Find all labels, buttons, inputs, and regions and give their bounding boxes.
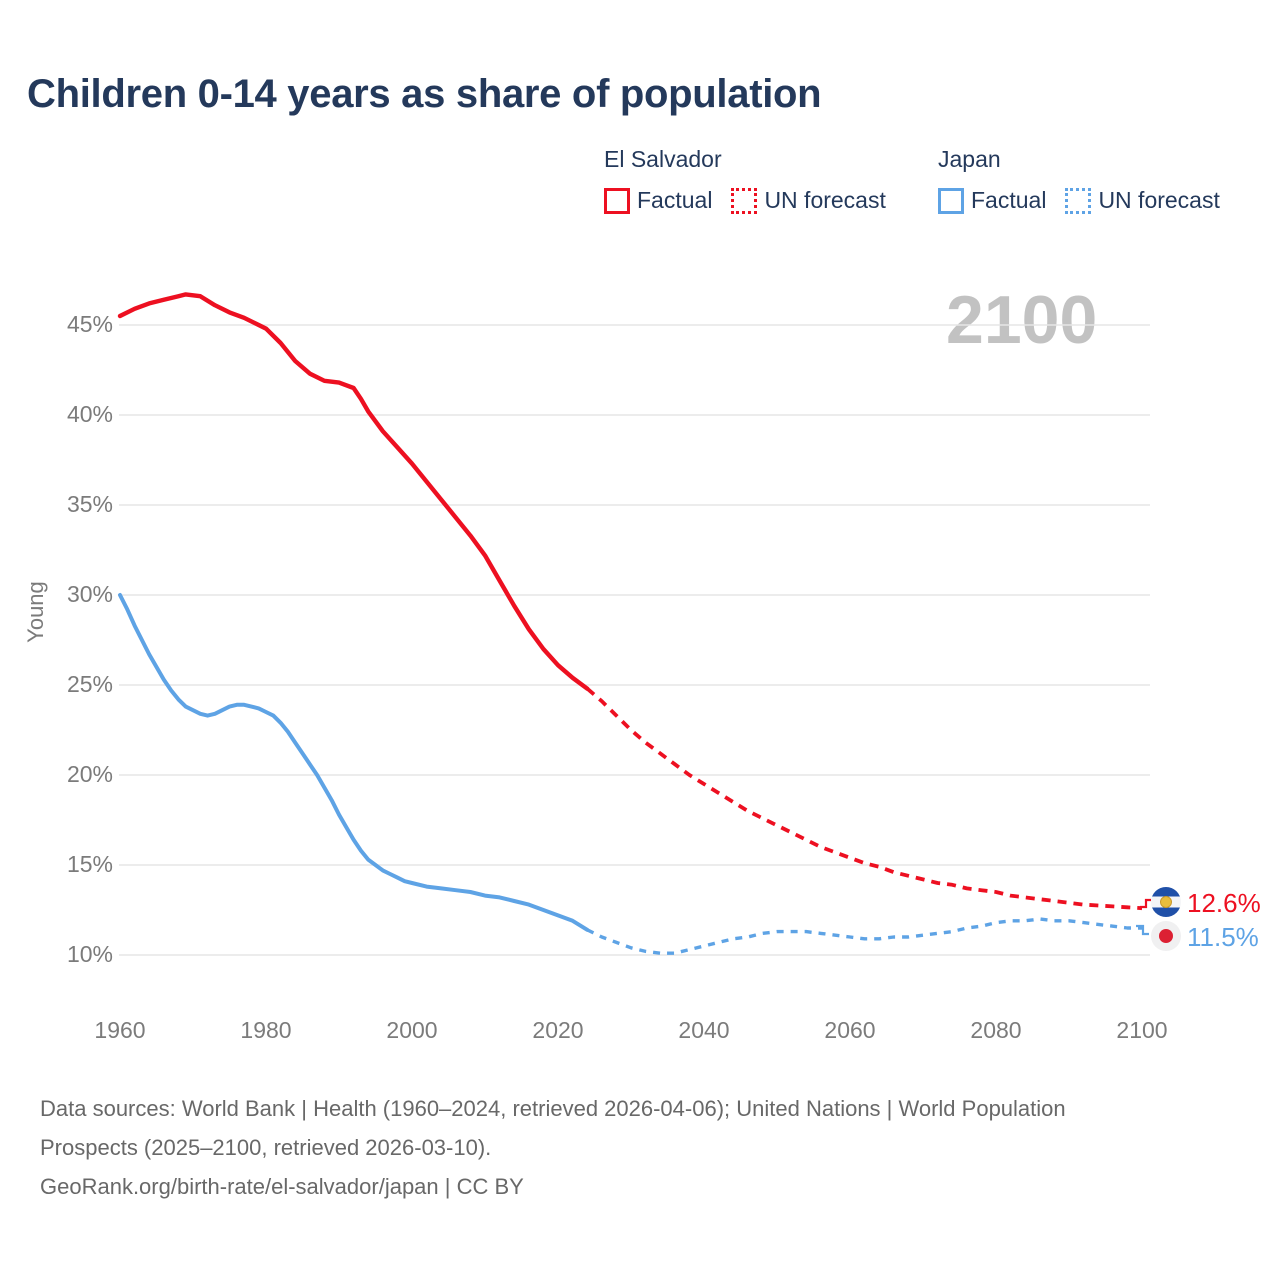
y-tick-label: 40% (67, 401, 113, 427)
el-salvador-forecast-line (585, 687, 1143, 911)
japan-leader-line (1136, 924, 1149, 936)
forecast-dotted-swatch-icon (731, 187, 758, 214)
forecast-dotted-swatch-icon (1065, 187, 1092, 214)
data-sources-note: Data sources: World Bank | Health (1960–… (40, 1096, 1066, 1160)
attribution-note: GeoRank.org/birth-rate/el-salvador/japan… (40, 1174, 524, 1199)
legend-country-japan: Japan (938, 146, 1001, 172)
y-tick-label: 45% (67, 311, 113, 337)
el-salvador-factual-line (117, 292, 590, 691)
legend-group-el-salvador: El Salvador Factual UN forecast (604, 146, 886, 214)
page-title: Children 0-14 years as share of populati… (27, 72, 822, 116)
el-salvador-flag-icon (1151, 887, 1181, 917)
japan-factual-line (118, 593, 590, 932)
japan-flag-icon (1151, 921, 1181, 951)
el-salvador-coat-of-arms-icon (1160, 896, 1172, 908)
legend-item-label: UN forecast (1098, 187, 1220, 213)
y-tick-label: 15% (67, 851, 113, 877)
watermark-year: 2100 (946, 282, 1098, 358)
x-tick-label: 2100 (1116, 1017, 1167, 1043)
legend-item-label: UN forecast (764, 187, 886, 213)
x-tick-label: 2020 (532, 1017, 583, 1043)
footer: Data sources: World Bank | Health (1960–… (40, 1089, 1155, 1206)
legend-item-el-salvador-factual[interactable]: Factual (604, 187, 712, 214)
japan-forecast-line (586, 917, 1142, 955)
y-tick-label: 35% (67, 491, 113, 517)
end-value-el-salvador: 12.6% (1187, 888, 1261, 918)
y-tick-label: 20% (67, 761, 113, 787)
x-tick-label: 2040 (678, 1017, 729, 1043)
factual-solid-swatch-icon (938, 187, 964, 214)
legend-item-label: Factual (637, 187, 713, 213)
japan-sun-disc-icon (1159, 929, 1173, 943)
y-axis-title: Young (23, 581, 48, 643)
legend-item-japan-forecast[interactable]: UN forecast (1065, 187, 1220, 214)
legend-country-el-salvador: El Salvador (604, 146, 722, 172)
x-tick-label: 1960 (94, 1017, 145, 1043)
factual-solid-swatch-icon (604, 187, 630, 214)
y-tick-label: 10% (67, 941, 113, 967)
end-value-japan: 11.5% (1187, 922, 1259, 952)
y-tick-label: 25% (67, 671, 113, 697)
legend-group-japan: Japan Factual UN forecast (938, 146, 1220, 214)
legend-item-el-salvador-forecast[interactable]: UN forecast (731, 187, 886, 214)
y-tick-label: 30% (67, 581, 113, 607)
legend-item-japan-factual[interactable]: Factual (938, 187, 1046, 214)
x-tick-label: 2060 (824, 1017, 875, 1043)
x-tick-label: 1980 (240, 1017, 291, 1043)
x-tick-label: 2000 (386, 1017, 437, 1043)
x-tick-label: 2080 (970, 1017, 1021, 1043)
el-salvador-leader-line (1140, 898, 1151, 909)
legend-item-label: Factual (971, 187, 1047, 213)
